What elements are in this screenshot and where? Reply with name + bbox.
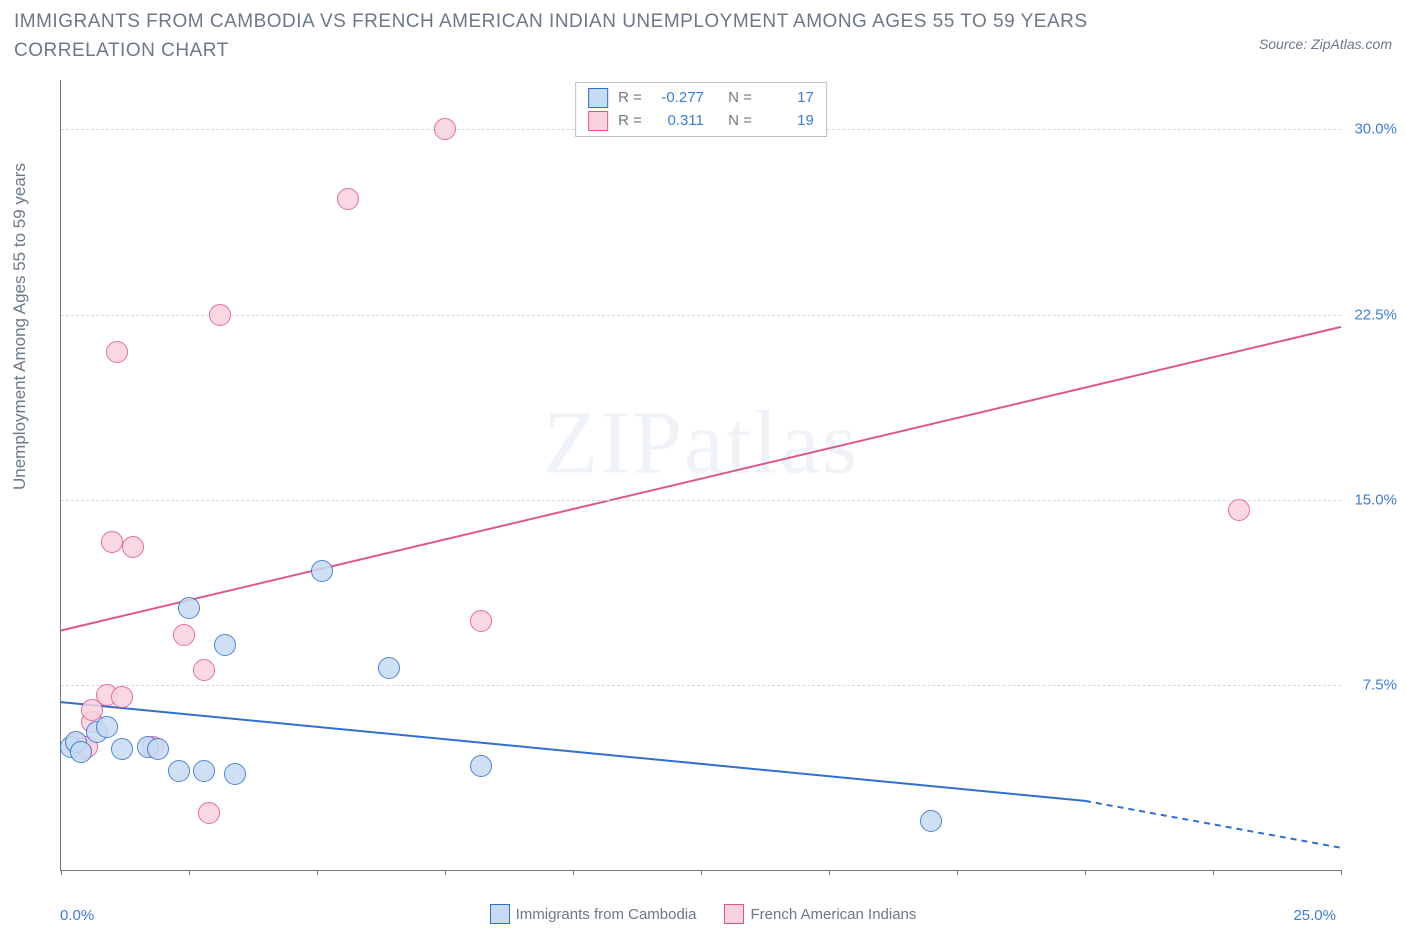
y-axis-label: Unemployment Among Ages 55 to 59 years	[10, 163, 30, 490]
scatter-point-pink	[434, 118, 456, 140]
x-tick	[445, 870, 446, 875]
scatter-point-pink	[193, 659, 215, 681]
y-tick-label: 7.5%	[1363, 676, 1397, 693]
r-label: R =	[618, 87, 642, 110]
scatter-point-blue	[147, 738, 169, 760]
x-tick	[189, 870, 190, 875]
scatter-point-pink	[470, 610, 492, 632]
r-label: R =	[618, 110, 642, 133]
legend-label-pink: French American Indians	[750, 906, 916, 923]
scatter-point-blue	[178, 597, 200, 619]
legend: Immigrants from Cambodia French American…	[0, 904, 1406, 924]
scatter-point-pink	[173, 624, 195, 646]
scatter-point-pink	[101, 531, 123, 553]
grid-line	[61, 685, 1341, 686]
watermark: ZIPatlas	[543, 392, 859, 495]
x-tick	[573, 870, 574, 875]
x-tick	[829, 870, 830, 875]
swatch-pink-icon	[724, 904, 744, 924]
swatch-pink-icon	[588, 111, 608, 131]
scatter-point-blue	[70, 741, 92, 763]
legend-item-pink: French American Indians	[724, 904, 916, 924]
scatter-point-blue	[193, 760, 215, 782]
scatter-point-blue	[224, 763, 246, 785]
swatch-blue-icon	[490, 904, 510, 924]
x-tick	[61, 870, 62, 875]
plot-area: ZIPatlas R = -0.277 N = 17 R = 0.311 N =…	[60, 80, 1341, 871]
n-value-pink: 19	[762, 110, 814, 133]
scatter-point-pink	[198, 802, 220, 824]
grid-line	[61, 315, 1341, 316]
x-tick	[1085, 870, 1086, 875]
x-tick	[701, 870, 702, 875]
x-tick	[1341, 870, 1342, 875]
x-tick	[957, 870, 958, 875]
y-tick-label: 30.0%	[1354, 121, 1397, 138]
n-label: N =	[728, 87, 752, 110]
scatter-point-pink	[106, 341, 128, 363]
scatter-point-blue	[214, 634, 236, 656]
trend-line	[1085, 801, 1341, 848]
legend-item-blue: Immigrants from Cambodia	[490, 904, 697, 924]
swatch-blue-icon	[588, 88, 608, 108]
trend-line	[61, 702, 1085, 801]
scatter-point-pink	[111, 686, 133, 708]
scatter-point-blue	[311, 560, 333, 582]
x-tick	[317, 870, 318, 875]
scatter-point-pink	[209, 304, 231, 326]
y-tick-label: 22.5%	[1354, 306, 1397, 323]
scatter-point-blue	[168, 760, 190, 782]
scatter-point-blue	[96, 716, 118, 738]
x-tick	[1213, 870, 1214, 875]
source-attribution: Source: ZipAtlas.com	[1259, 8, 1392, 52]
scatter-point-blue	[920, 810, 942, 832]
scatter-point-pink	[122, 536, 144, 558]
scatter-point-blue	[378, 657, 400, 679]
r-value-blue: -0.277	[652, 87, 704, 110]
scatter-point-pink	[1228, 499, 1250, 521]
r-value-pink: 0.311	[652, 110, 704, 133]
scatter-point-pink	[337, 188, 359, 210]
scatter-point-blue	[111, 738, 133, 760]
grid-line	[61, 500, 1341, 501]
y-tick-label: 15.0%	[1354, 491, 1397, 508]
n-label: N =	[728, 110, 752, 133]
correlation-stats-box: R = -0.277 N = 17 R = 0.311 N = 19	[575, 82, 827, 137]
chart-title: IMMIGRANTS FROM CAMBODIA VS FRENCH AMERI…	[14, 8, 1164, 65]
scatter-point-blue	[470, 755, 492, 777]
chart-container: Unemployment Among Ages 55 to 59 years Z…	[0, 70, 1406, 930]
n-value-blue: 17	[762, 87, 814, 110]
legend-label-blue: Immigrants from Cambodia	[516, 906, 697, 923]
